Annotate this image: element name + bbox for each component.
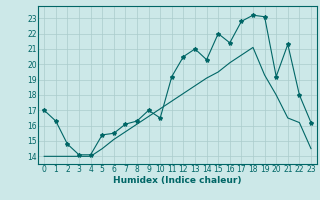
X-axis label: Humidex (Indice chaleur): Humidex (Indice chaleur)	[113, 176, 242, 185]
